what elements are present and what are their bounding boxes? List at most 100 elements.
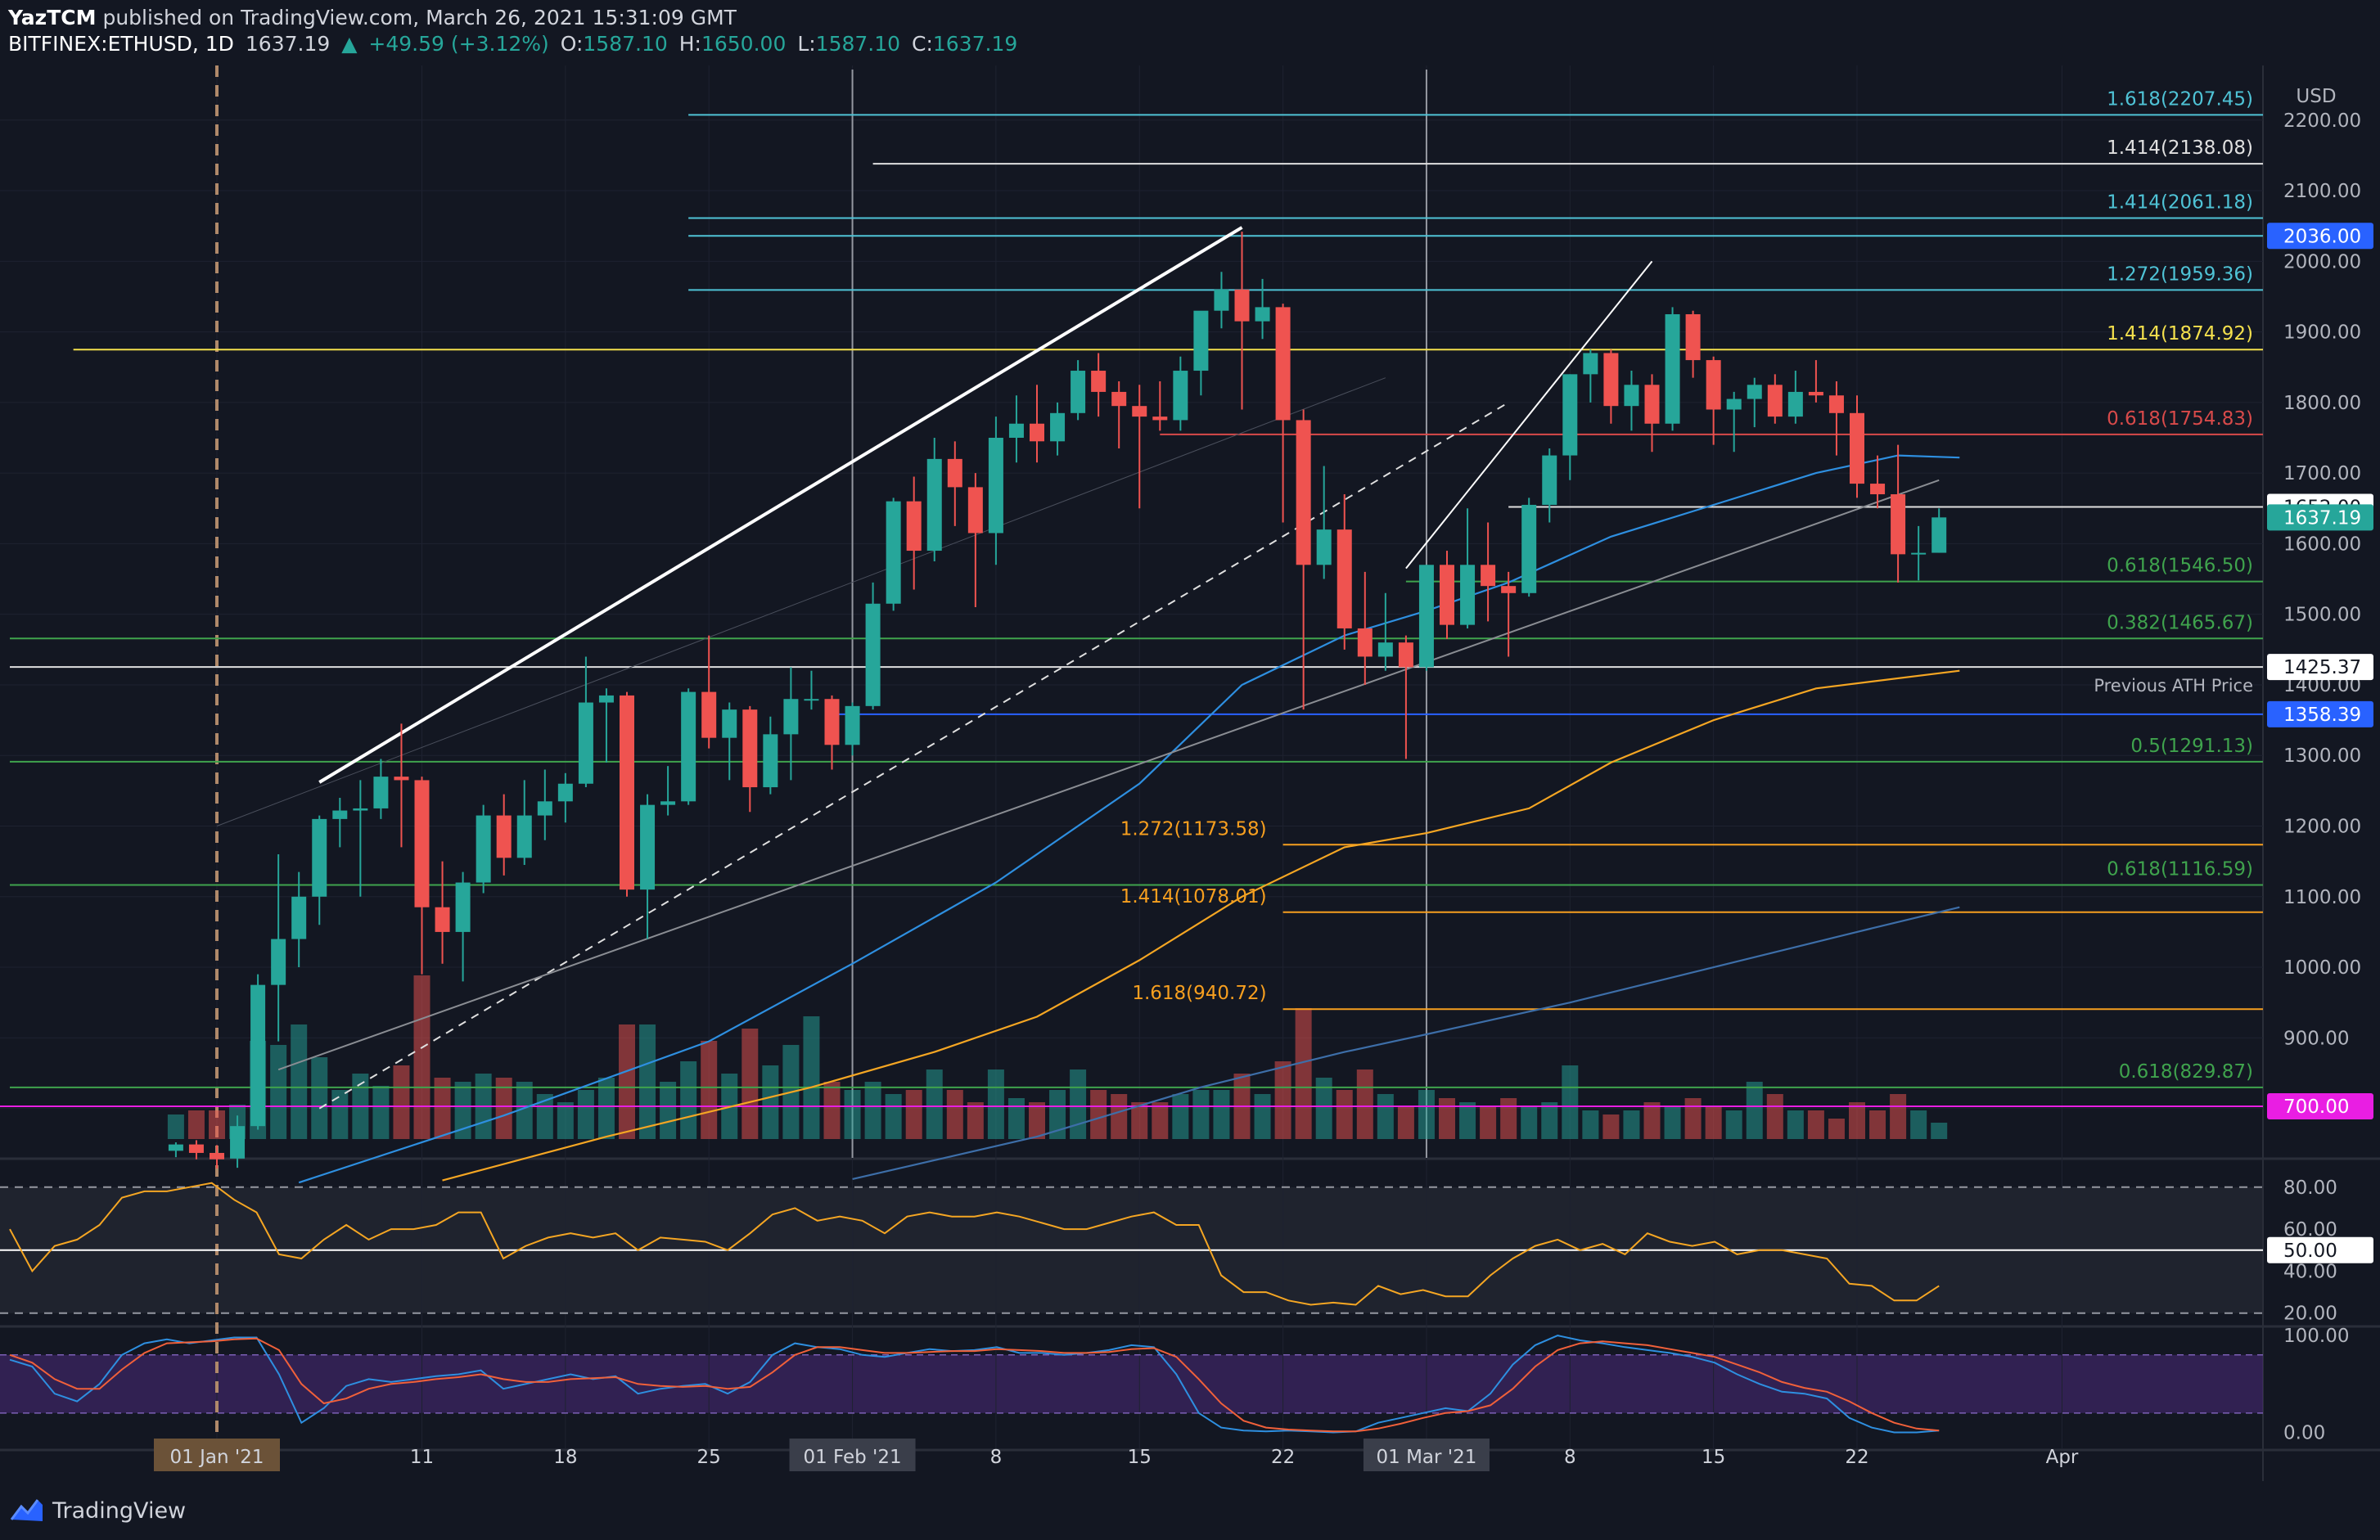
level-label: 0.5(1291.13)	[2130, 736, 2253, 757]
level-label: 1.272(1959.36)	[2107, 263, 2253, 285]
date-tick-label: 01 Jan '21	[170, 1447, 264, 1468]
candle-body	[1030, 423, 1044, 442]
volume-bar	[741, 1029, 759, 1139]
brand-name: TradingView	[52, 1497, 187, 1524]
volume-bar	[946, 1090, 963, 1139]
candle-body	[476, 815, 491, 883]
symbol-name[interactable]: BITFINEX:ETHUSD, 1D	[8, 32, 234, 56]
date-tick-label: 25	[697, 1447, 721, 1468]
volume-bar	[1397, 1106, 1414, 1139]
volume-bar	[331, 1090, 349, 1139]
rsi-badge	[2267, 1236, 2373, 1263]
moving-average-line	[442, 669, 1960, 1182]
candle-body	[742, 709, 758, 788]
candle-body	[1603, 353, 1619, 407]
price-badge	[2267, 1093, 2373, 1119]
candle-body	[640, 804, 656, 890]
candle-body	[1050, 412, 1066, 442]
volume-bar	[495, 1078, 512, 1139]
stoch-line	[9, 1335, 1940, 1434]
candlesticks[interactable]	[168, 232, 1947, 1169]
date-tick-label: 15	[1702, 1447, 1725, 1468]
candle-body	[537, 801, 552, 816]
tradingview-logo-icon	[10, 1499, 43, 1521]
trendline	[318, 226, 1243, 784]
published-text: published on TradingView.com, March 26, …	[102, 6, 737, 29]
date-tick-label: 18	[553, 1447, 577, 1468]
volume-bar	[1439, 1098, 1455, 1139]
volume-bar	[1356, 1069, 1373, 1139]
volume-bar	[209, 1110, 225, 1139]
publisher-name[interactable]: YazTCM	[8, 6, 97, 29]
candle-body	[763, 734, 778, 788]
candle-body	[1481, 565, 1496, 587]
date-tick-label: 8	[1564, 1447, 1576, 1468]
volume-bar	[1315, 1078, 1332, 1139]
volume-bar	[372, 1086, 390, 1139]
candle-body	[1870, 484, 1886, 495]
candle-body	[230, 1126, 246, 1159]
volume-bar	[1459, 1102, 1476, 1139]
trendline	[277, 479, 1940, 1071]
candle-body	[865, 603, 881, 706]
stoch-tick-label: 0.00	[2283, 1423, 2325, 1444]
volume-bar	[701, 1041, 718, 1139]
volume-bar	[1049, 1090, 1066, 1139]
date-badge	[789, 1439, 916, 1471]
rsi-tick-label: 40.00	[2283, 1261, 2337, 1282]
candle-body	[967, 487, 983, 534]
candle-body	[1460, 565, 1476, 625]
level-label: 0.618(1546.50)	[2107, 556, 2253, 577]
level-label: 1.414(2138.08)	[2107, 137, 2253, 159]
candle-body	[1357, 628, 1373, 657]
candle-body	[620, 695, 634, 890]
high-value: 1650.00	[701, 32, 787, 56]
publish-line: YazTCM published on TradingView.com, Mar…	[8, 5, 1022, 31]
symbol-line: BITFINEX:ETHUSD, 1D 1637.19 ▲ +49.59 (+3…	[8, 31, 1022, 57]
rsi-badge-label: 50.00	[2283, 1241, 2337, 1262]
up-arrow-icon: ▲	[341, 32, 358, 56]
volume-bar	[926, 1069, 943, 1139]
candle-body	[1214, 289, 1229, 311]
level-label: 1.618(2207.45)	[2107, 88, 2253, 110]
close-label: C:	[912, 32, 933, 56]
low-label: L:	[797, 32, 816, 56]
candle-body	[353, 808, 368, 811]
volume-bar	[413, 975, 430, 1139]
price-tick-label: 2200.00	[2283, 110, 2361, 132]
tradingview-brand[interactable]: TradingView	[10, 1491, 186, 1530]
volume-bar	[1849, 1102, 1865, 1139]
annotation-label: Previous ATH Price	[2094, 676, 2253, 696]
volume-bar	[557, 1102, 574, 1139]
volume-bar	[1172, 1094, 1189, 1139]
price-tick-label: 1000.00	[2283, 957, 2361, 979]
candle-body	[1891, 494, 1906, 555]
volume-bar	[864, 1082, 881, 1139]
time-axis[interactable]: 01 Jan '21 11 18 25 01 Feb '21 8 15 22 01 Mar '2…	[154, 1439, 2079, 1471]
volume-bar	[393, 1065, 410, 1139]
volume-bar	[1787, 1110, 1804, 1139]
candle-body	[1234, 289, 1250, 322]
candle-body	[188, 1144, 204, 1153]
candle-body	[168, 1144, 183, 1151]
candle-body	[1111, 391, 1127, 407]
volume-bar	[1007, 1098, 1025, 1139]
price-tick-label: 2100.00	[2283, 181, 2361, 202]
candle-body	[1275, 307, 1291, 421]
level-label: 1.414(2061.18)	[2107, 192, 2253, 214]
price-axis[interactable]: USD800.00900.001000.001100.001200.001300…	[2267, 86, 2373, 1120]
date-tick-label: 22	[1845, 1447, 1868, 1468]
chart-header: YazTCM published on TradingView.com, Mar…	[8, 5, 1022, 59]
volume-bar	[1131, 1102, 1148, 1139]
candle-body	[394, 777, 409, 781]
volume-bar	[1890, 1094, 1907, 1139]
volume-bar	[1910, 1110, 1927, 1139]
date-tick-label: 8	[990, 1447, 1003, 1468]
volume-bar	[1664, 1106, 1681, 1139]
volume-bar	[1828, 1119, 1845, 1139]
stoch-tick-label: 100.00	[2283, 1326, 2349, 1347]
price-badge-label: 700.00	[2283, 1096, 2349, 1118]
date-tick-label: 22	[1271, 1447, 1295, 1468]
volume-bar	[1582, 1110, 1599, 1139]
